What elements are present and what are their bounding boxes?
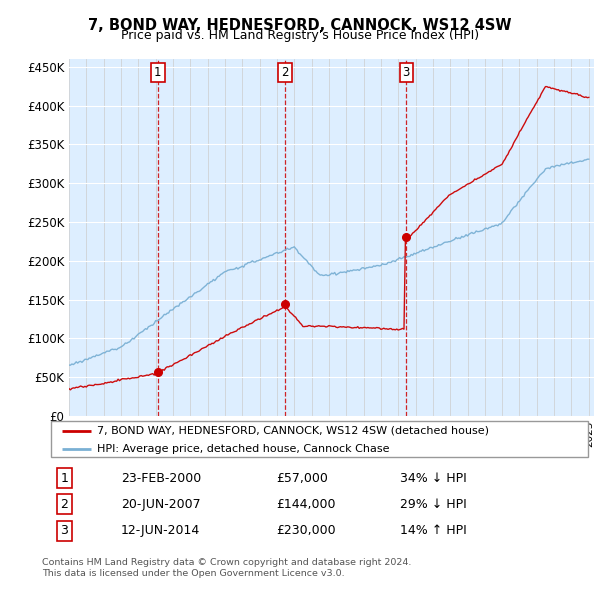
- Text: Price paid vs. HM Land Registry's House Price Index (HPI): Price paid vs. HM Land Registry's House …: [121, 30, 479, 42]
- Text: 2: 2: [281, 65, 289, 78]
- Text: 2: 2: [61, 498, 68, 511]
- FancyBboxPatch shape: [51, 421, 588, 457]
- Text: £144,000: £144,000: [277, 498, 336, 511]
- Text: HPI: Average price, detached house, Cannock Chase: HPI: Average price, detached house, Cann…: [97, 444, 389, 454]
- Text: 34% ↓ HPI: 34% ↓ HPI: [400, 471, 467, 484]
- Text: 23-FEB-2000: 23-FEB-2000: [121, 471, 201, 484]
- Text: 20-JUN-2007: 20-JUN-2007: [121, 498, 200, 511]
- Text: 1: 1: [154, 65, 161, 78]
- Text: £230,000: £230,000: [277, 525, 336, 537]
- Text: 12-JUN-2014: 12-JUN-2014: [121, 525, 200, 537]
- Text: £57,000: £57,000: [277, 471, 328, 484]
- Text: Contains HM Land Registry data © Crown copyright and database right 2024.: Contains HM Land Registry data © Crown c…: [42, 558, 412, 566]
- Text: 3: 3: [403, 65, 410, 78]
- Text: 7, BOND WAY, HEDNESFORD, CANNOCK, WS12 4SW: 7, BOND WAY, HEDNESFORD, CANNOCK, WS12 4…: [88, 18, 512, 32]
- Text: 3: 3: [61, 525, 68, 537]
- Text: 7, BOND WAY, HEDNESFORD, CANNOCK, WS12 4SW (detached house): 7, BOND WAY, HEDNESFORD, CANNOCK, WS12 4…: [97, 426, 488, 436]
- Text: 29% ↓ HPI: 29% ↓ HPI: [400, 498, 467, 511]
- Text: 14% ↑ HPI: 14% ↑ HPI: [400, 525, 467, 537]
- Text: This data is licensed under the Open Government Licence v3.0.: This data is licensed under the Open Gov…: [42, 569, 344, 578]
- Text: 1: 1: [61, 471, 68, 484]
